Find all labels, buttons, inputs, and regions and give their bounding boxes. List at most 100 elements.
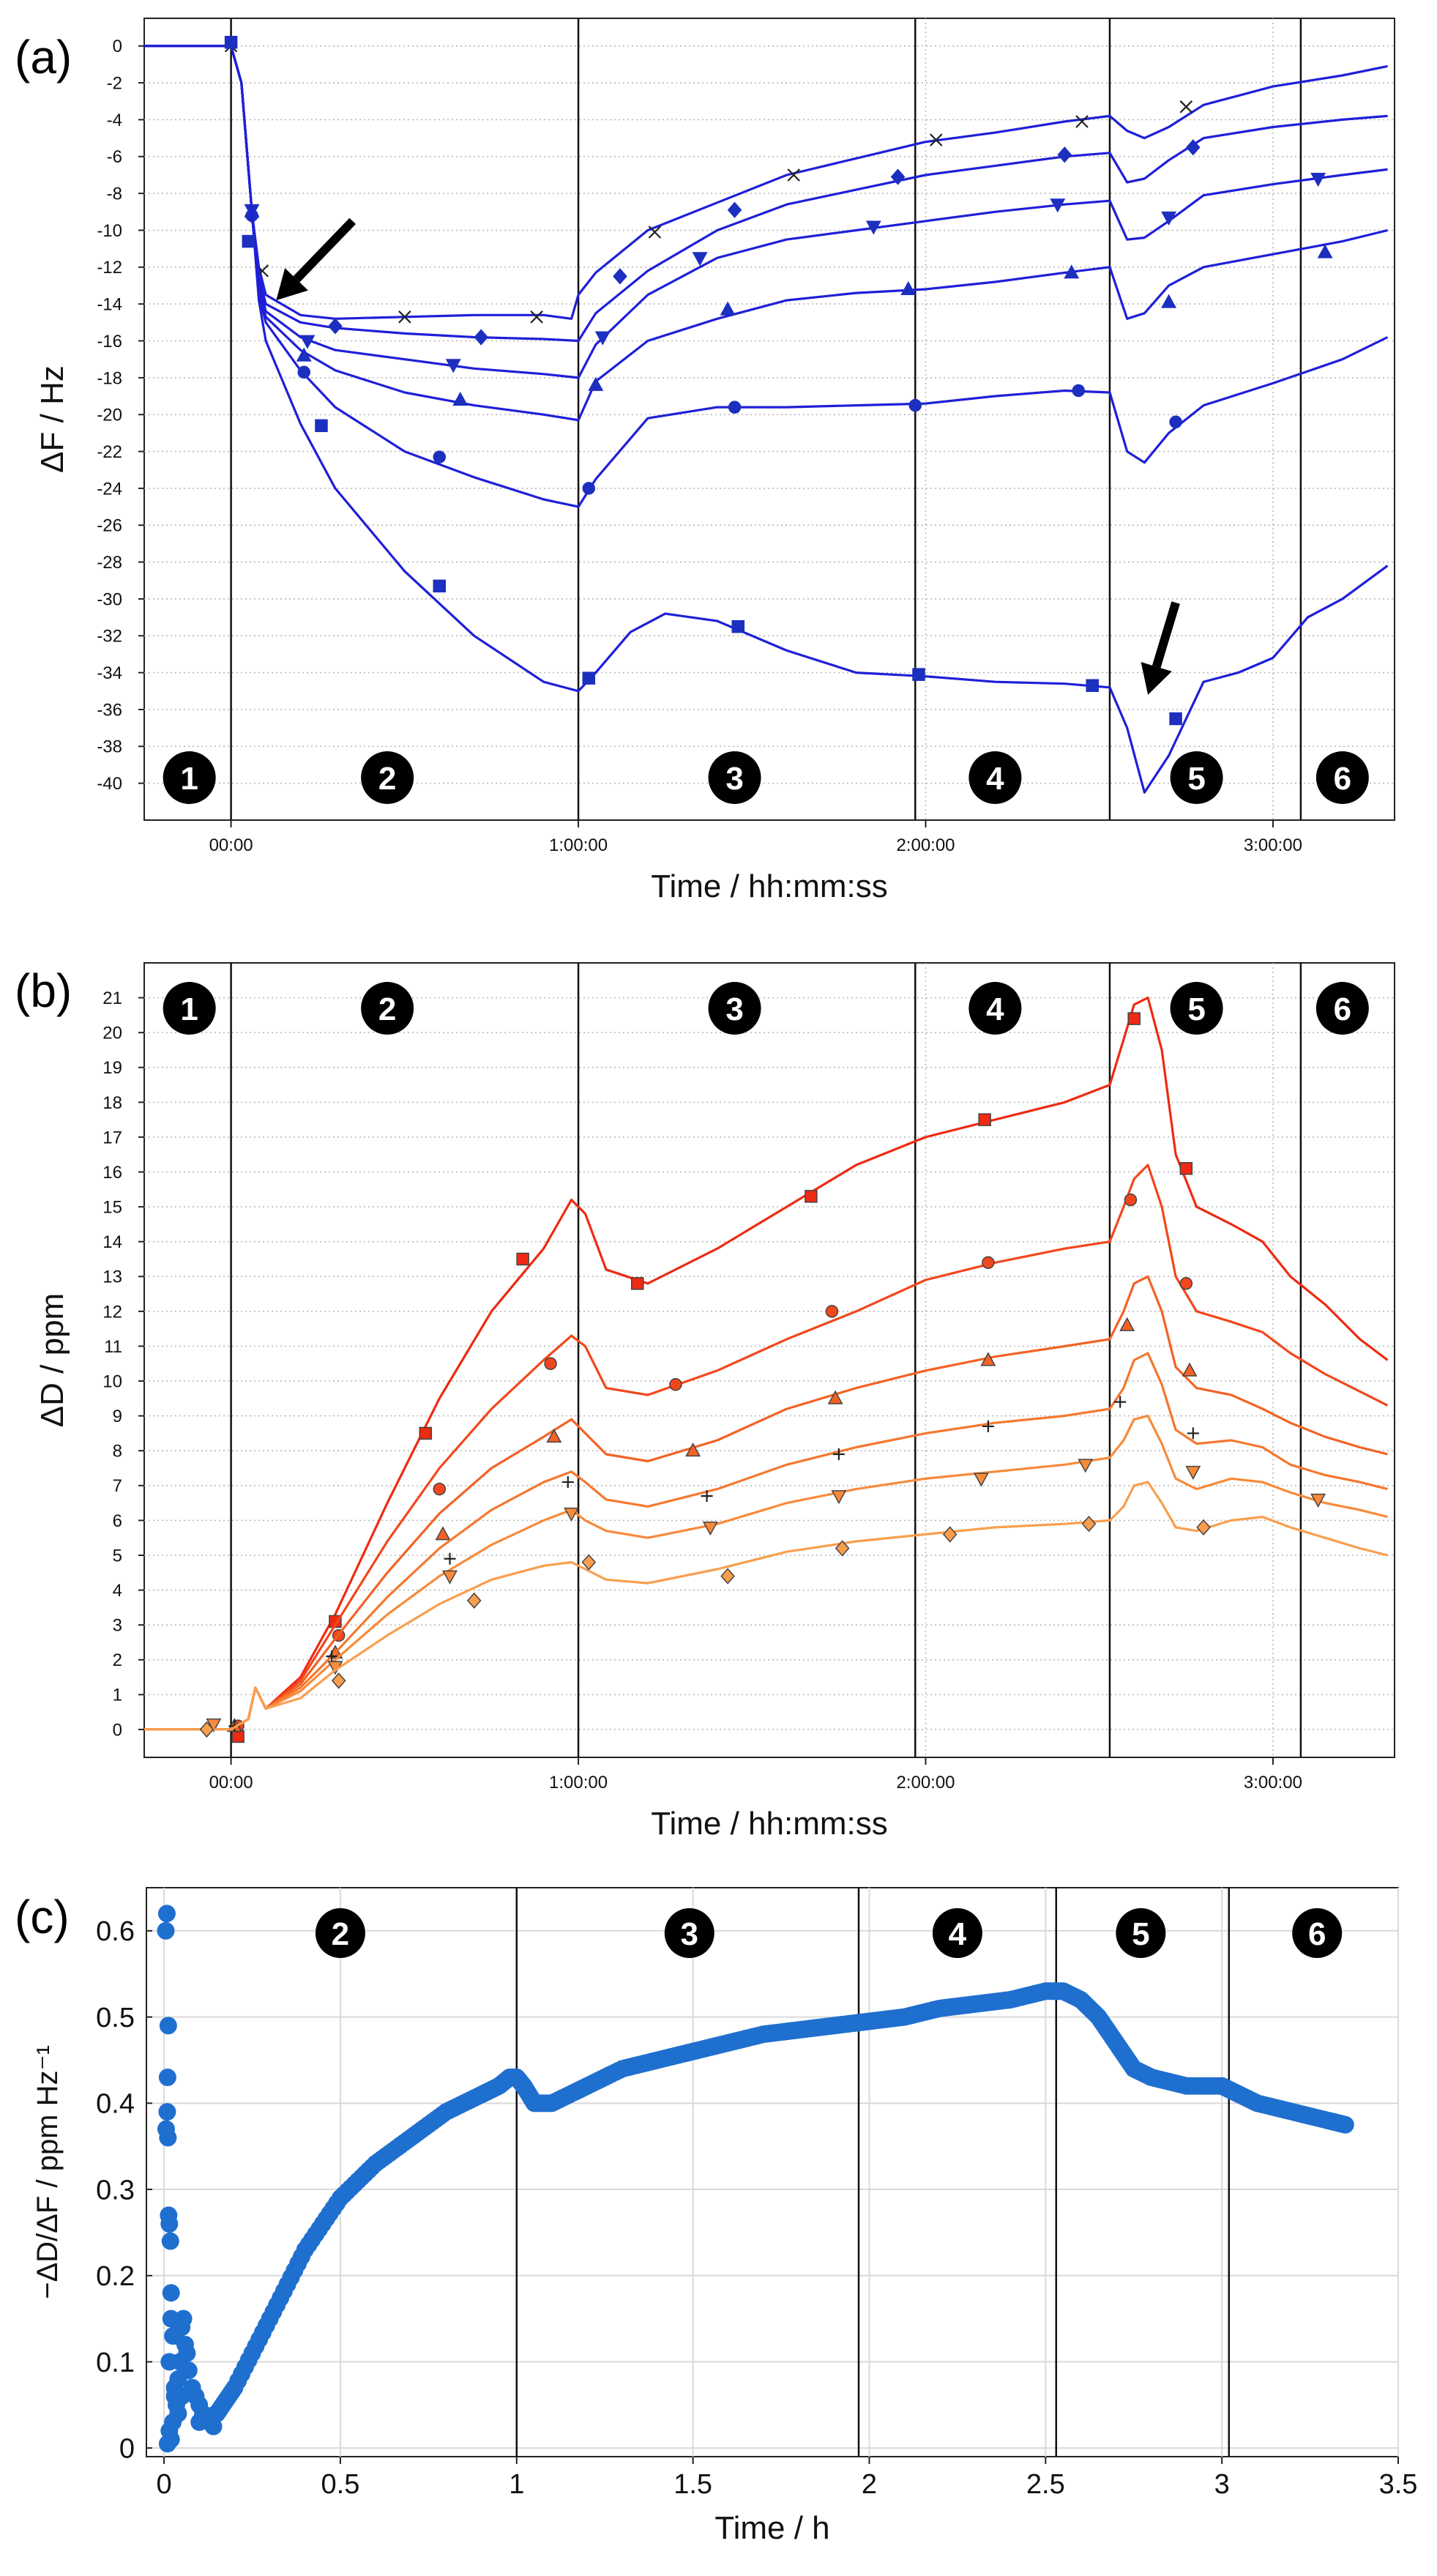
y-tick-label: 13 (102, 1267, 122, 1287)
data-point (158, 2069, 176, 2086)
x-tick-label: 3.5 (1379, 2469, 1418, 2500)
phase-label-1: 1 (180, 761, 198, 797)
data-point (158, 2435, 176, 2453)
series-line-n5 (144, 1164, 1389, 1731)
x-axis-label: Time / h (714, 2510, 829, 2546)
marker-triangle-down (442, 1570, 458, 1585)
phase-marker-6 (1315, 982, 1369, 1035)
plot-area-b (143, 962, 1395, 1758)
marker-diamond (328, 318, 343, 335)
series-line-n13 (144, 45, 1389, 794)
marker-triangle-up (1161, 294, 1177, 308)
y-tick-label: 0.3 (96, 2175, 135, 2205)
marker-triangle-down (299, 335, 316, 349)
marker-circle (433, 450, 447, 464)
data-point (159, 2129, 177, 2147)
marker-triangle-up (435, 1526, 451, 1541)
phase-marker-1 (163, 982, 216, 1035)
y-tick-label: 4 (113, 1581, 122, 1601)
marker-triangle-up (685, 1443, 701, 1457)
marker-diamond (720, 1568, 735, 1585)
y-tick-label: -16 (97, 332, 122, 351)
marker-triangle-up (720, 301, 736, 316)
data-point (164, 2413, 182, 2431)
y-tick-label: 2 (113, 1650, 122, 1670)
y-tick-label: -22 (97, 442, 122, 462)
marker-circle (1169, 415, 1182, 429)
phase-marker-3 (664, 1908, 714, 1958)
y-tick-label: 11 (104, 1337, 122, 1357)
marker-diamond (1186, 139, 1201, 156)
phase-marker-6 (1315, 751, 1369, 804)
marker-square (419, 1426, 433, 1440)
marker-circle (1072, 384, 1086, 398)
marker-circle (825, 1305, 839, 1318)
phase-marker-5 (1170, 982, 1223, 1035)
marker-triangle-down (1310, 1493, 1326, 1508)
y-tick-label: 14 (102, 1232, 122, 1252)
x-tick-label: 2:00:00 (896, 835, 955, 855)
y-tick-label: 1 (113, 1686, 122, 1705)
phase-marker-5 (1116, 1908, 1166, 1958)
data-point (159, 2017, 177, 2035)
data-point (161, 2232, 179, 2250)
marker-triangle-up (980, 1352, 996, 1366)
marker-diamond (581, 1554, 597, 1571)
y-axis-label: ΔF / Hz (34, 365, 70, 473)
y-tick-label: 10 (102, 1371, 122, 1391)
phase-label-3: 3 (725, 761, 743, 797)
y-tick-label: 0 (119, 2434, 135, 2465)
marker-triangle-down (1185, 1465, 1201, 1480)
marker-triangle-down (831, 1490, 847, 1505)
y-tick-label: 7 (113, 1476, 122, 1496)
y-tick-label: -36 (97, 700, 122, 720)
y-tick-label: -18 (97, 368, 122, 388)
marker-triangle-up (1317, 244, 1333, 258)
panel-letter-b: (b) (15, 964, 72, 1017)
annotation-arrowhead (276, 268, 308, 301)
y-tick-label: 20 (102, 1024, 122, 1043)
phase-marker-4 (932, 1908, 982, 1958)
phase-marker-2 (315, 1908, 365, 1958)
y-axis-label: ΔD / ppm (34, 1293, 70, 1427)
marker-square (1127, 1012, 1141, 1025)
y-tick-label: -6 (107, 147, 122, 167)
data-point (160, 2215, 179, 2233)
marker-square (912, 668, 925, 681)
marker-diamond (1057, 146, 1072, 163)
x-tick-label: 2.5 (1026, 2469, 1065, 2500)
x-tick-label: 0.5 (321, 2469, 360, 2500)
y-tick-label: -10 (97, 221, 122, 241)
y-tick-label: 19 (102, 1058, 122, 1078)
data-point (158, 2103, 176, 2121)
marker-circle (582, 482, 596, 495)
x-tick-label: 1.5 (673, 2469, 712, 2500)
x-axis-label: Time / hh:mm:ss (651, 1806, 888, 1842)
marker-plus (1114, 1396, 1127, 1408)
annotation-arrowhead (1141, 662, 1172, 695)
phase-label-2: 2 (332, 1916, 349, 1952)
marker-diamond (199, 1721, 214, 1738)
marker-triangle-up (900, 280, 917, 295)
y-tick-label: -40 (97, 774, 122, 794)
y-tick-label: 0.4 (96, 2089, 135, 2120)
marker-triangle-down (1078, 1459, 1094, 1473)
y-tick-label: 0 (113, 1720, 122, 1740)
panel-letter-c: (c) (15, 1891, 70, 1943)
marker-circle (728, 401, 742, 414)
marker-circle (297, 365, 310, 379)
marker-plus (701, 1490, 713, 1503)
marker-square (1179, 1162, 1193, 1175)
plot-area-c (146, 1887, 1399, 2457)
y-tick-label: -30 (97, 589, 122, 609)
marker-circle (433, 1482, 447, 1496)
marker-circle (544, 1357, 557, 1371)
phase-marker-6 (1292, 1908, 1343, 1958)
series-line-n3 (144, 997, 1389, 1731)
marker-plus (444, 1552, 456, 1565)
series-line-n7 (144, 1275, 1388, 1731)
phase-label-4: 4 (986, 761, 1004, 797)
marker-plus (561, 1476, 574, 1489)
marker-x (1075, 115, 1089, 128)
marker-triangle-down (206, 1718, 222, 1732)
